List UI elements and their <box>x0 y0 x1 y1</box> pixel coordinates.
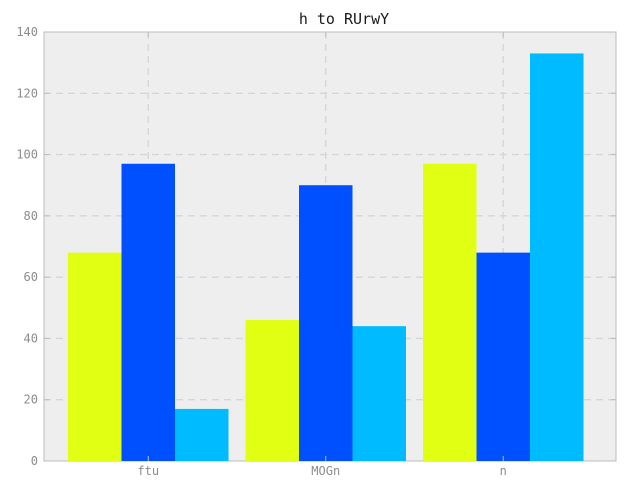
chart-title: h to RUrwY <box>299 10 389 28</box>
bar-MOGn-series-1 <box>245 320 299 461</box>
bar-MOGn-series-3 <box>352 326 406 461</box>
axes: 0 20 40 60 80 100 120 140 ftu MOGn n <box>16 25 616 478</box>
bar-MOGn-series-2 <box>299 185 353 461</box>
xtick-label-ftu: ftu <box>137 464 159 478</box>
bar-n-series-2 <box>476 252 530 461</box>
xtick-label-n: n <box>500 464 507 478</box>
ytick-label-40: 40 <box>24 331 38 345</box>
ytick-label-0: 0 <box>31 454 38 468</box>
bar-ftu-series-1 <box>68 252 122 461</box>
ytick-label-120: 120 <box>16 86 38 100</box>
ytick-label-100: 100 <box>16 148 38 162</box>
bar-n-series-3 <box>530 53 584 461</box>
bars <box>68 53 584 461</box>
ytick-label-20: 20 <box>24 393 38 407</box>
ytick-label-60: 60 <box>24 270 38 284</box>
bar-ftu-series-2 <box>121 163 175 461</box>
bar-ftu-series-3 <box>175 408 229 461</box>
xtick-label-MOGn: MOGn <box>311 464 340 478</box>
ytick-label-80: 80 <box>24 209 38 223</box>
bar-n-series-1 <box>423 163 477 461</box>
ytick-label-140: 140 <box>16 25 38 39</box>
